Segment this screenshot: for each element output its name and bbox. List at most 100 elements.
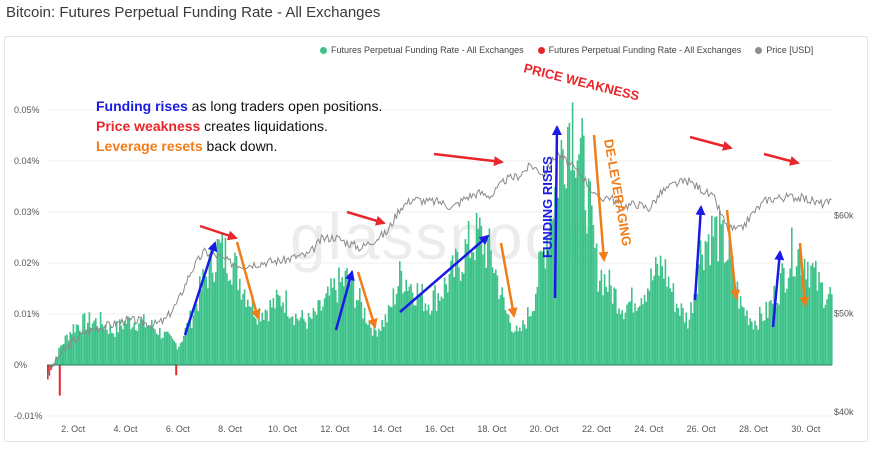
funding-bar xyxy=(381,320,383,365)
funding-bar xyxy=(778,304,780,365)
funding-bar xyxy=(655,257,657,365)
funding-bar xyxy=(355,299,358,365)
funding-bar xyxy=(522,320,524,365)
arrow-deleverage xyxy=(798,242,810,307)
funding-bar xyxy=(768,301,771,365)
funding-bar xyxy=(623,319,625,365)
legend-item-funding-positive[interactable]: Futures Perpetual Funding Rate - All Exc… xyxy=(320,45,524,55)
funding-bar xyxy=(488,228,491,365)
funding-bar xyxy=(339,282,342,365)
funding-bar xyxy=(730,256,732,365)
funding-bar xyxy=(277,294,279,365)
funding-bar xyxy=(576,160,579,365)
funding-bar xyxy=(474,260,476,365)
funding-bar xyxy=(568,122,571,365)
arrow-price-weakness xyxy=(689,135,733,151)
funding-bar xyxy=(759,306,761,365)
funding-bar xyxy=(650,268,652,365)
funding-bar xyxy=(715,216,718,365)
funding-bar xyxy=(315,314,318,365)
funding-bar xyxy=(287,316,289,365)
funding-bar xyxy=(543,247,545,365)
label-deleveraging: DE-LEVERAGING xyxy=(601,138,635,247)
funding-bar xyxy=(111,332,113,365)
funding-bar xyxy=(504,309,507,365)
funding-bar xyxy=(600,269,603,365)
x-tick-label: 2. Oct xyxy=(61,424,86,434)
funding-bar xyxy=(79,330,81,365)
funding-bar xyxy=(266,310,268,365)
funding-bar xyxy=(552,218,555,365)
funding-bar xyxy=(533,310,535,365)
funding-bar xyxy=(85,329,87,365)
annotation-line-2: Price weakness creates liquidations. xyxy=(96,116,382,136)
funding-bar xyxy=(771,303,774,365)
arrow-deleverage xyxy=(725,209,741,300)
funding-bar xyxy=(186,322,188,365)
funding-bar xyxy=(383,326,385,365)
funding-bar xyxy=(128,318,131,365)
arrow-price-weakness xyxy=(346,210,386,226)
funding-bar xyxy=(799,248,801,365)
x-tick-label: 24. Oct xyxy=(634,424,664,434)
funding-bar xyxy=(786,288,788,365)
funding-bar xyxy=(351,270,353,365)
funding-bar xyxy=(696,293,699,365)
funding-bar xyxy=(248,306,251,365)
funding-bar xyxy=(282,302,284,365)
funding-bar xyxy=(256,324,259,365)
funding-bar xyxy=(547,247,550,365)
funding-bar xyxy=(763,320,766,365)
funding-bar xyxy=(333,278,335,365)
legend-dot-green xyxy=(320,46,327,54)
funding-bar xyxy=(367,324,369,365)
legend-item-price[interactable]: Price [USD] xyxy=(755,45,813,55)
funding-bar xyxy=(733,282,735,365)
funding-bar xyxy=(651,280,654,365)
funding-bar xyxy=(565,188,567,365)
funding-bar xyxy=(415,305,417,365)
funding-bar xyxy=(167,331,169,365)
funding-bar xyxy=(160,338,163,365)
annotation-rest: back down. xyxy=(202,138,278,154)
funding-bar xyxy=(141,319,143,365)
funding-bar xyxy=(413,305,415,365)
funding-bar xyxy=(83,313,86,365)
funding-bar xyxy=(626,304,628,365)
funding-bar xyxy=(191,327,193,365)
funding-bar xyxy=(288,318,291,365)
funding-bar xyxy=(306,328,308,365)
funding-bar xyxy=(354,307,356,365)
funding-bar xyxy=(384,314,387,365)
annotation-text: Funding rises as long traders open posit… xyxy=(96,96,382,156)
funding-bar xyxy=(245,307,247,365)
funding-bar xyxy=(66,334,68,365)
funding-bar xyxy=(667,276,670,365)
funding-bar xyxy=(199,276,201,365)
funding-bar xyxy=(819,282,822,365)
funding-bar xyxy=(757,329,759,365)
funding-bar xyxy=(387,304,390,365)
funding-bar xyxy=(826,299,828,365)
funding-bar xyxy=(299,317,302,365)
funding-bar xyxy=(744,315,747,365)
funding-bar xyxy=(370,327,372,365)
funding-bar xyxy=(144,327,147,365)
funding-bar xyxy=(784,292,787,365)
legend-item-funding-negative[interactable]: Futures Perpetual Funding Rate - All Exc… xyxy=(537,45,741,55)
funding-bar xyxy=(323,298,326,365)
funding-bar xyxy=(251,295,254,365)
funding-bar xyxy=(815,260,817,365)
funding-bar xyxy=(56,356,59,365)
funding-bar xyxy=(469,257,471,365)
funding-bar xyxy=(96,326,99,365)
funding-bar xyxy=(360,301,363,365)
funding-bar xyxy=(109,324,111,365)
funding-bar xyxy=(595,243,598,365)
funding-bar xyxy=(530,315,532,365)
funding-bar xyxy=(307,313,310,365)
funding-bar xyxy=(285,290,287,365)
funding-bar xyxy=(298,320,300,365)
arrow-funding-rise xyxy=(771,250,785,328)
funding-bar xyxy=(671,291,673,365)
